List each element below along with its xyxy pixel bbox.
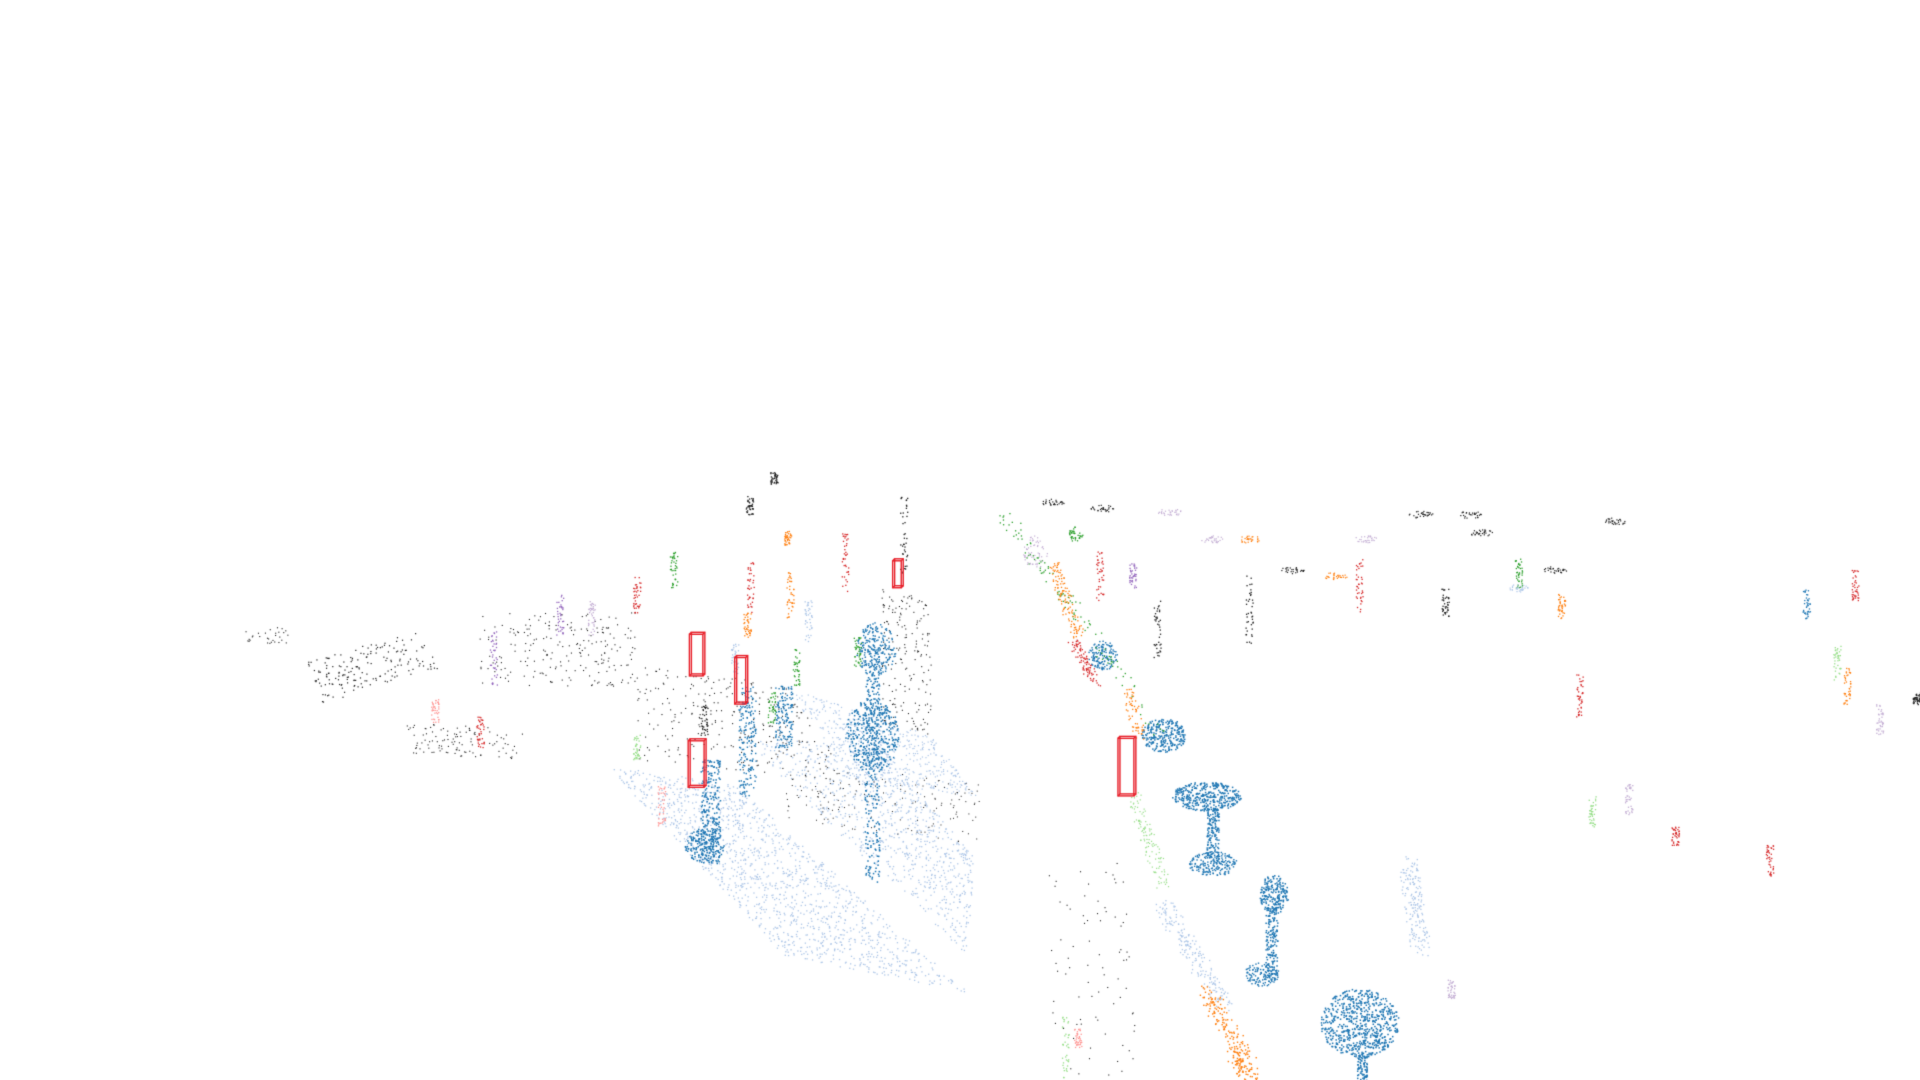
- point-cloud-viewport[interactable]: [0, 0, 1920, 1080]
- point-cloud-canvas[interactable]: [0, 0, 1920, 1080]
